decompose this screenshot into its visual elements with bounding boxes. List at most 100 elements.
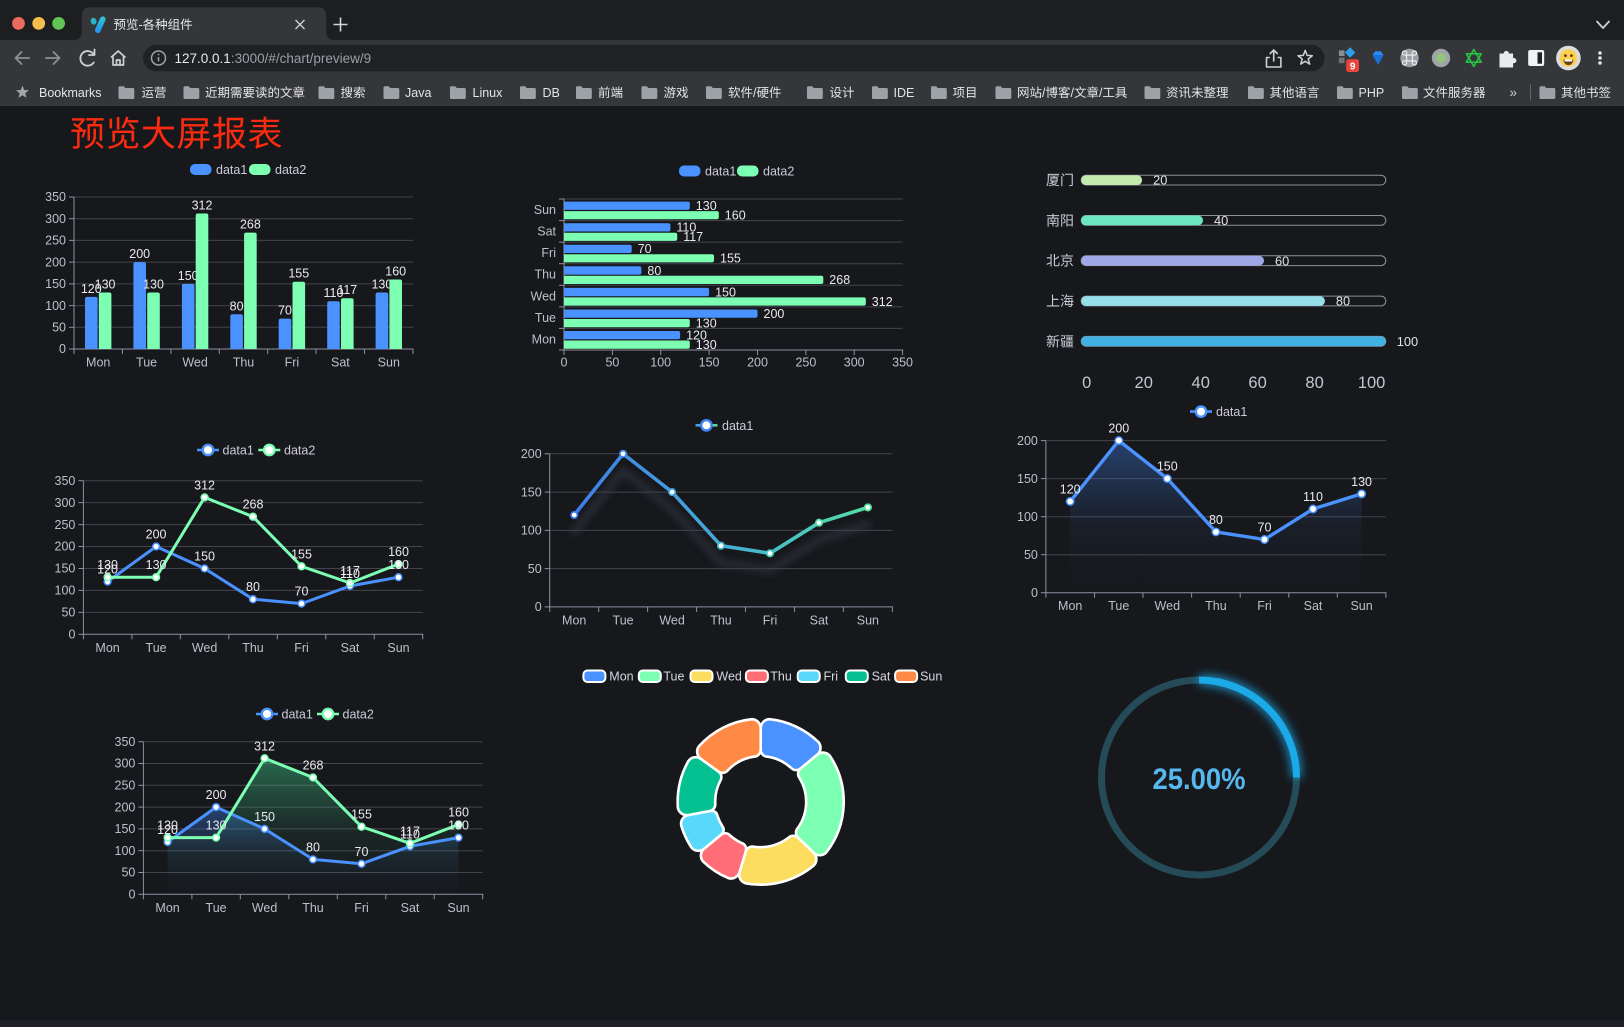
svg-text:155: 155 (291, 547, 312, 561)
svg-text:250: 250 (45, 234, 66, 248)
svg-text:0: 0 (561, 356, 568, 370)
svg-text:Sun: Sun (378, 356, 400, 370)
svg-text:Tue: Tue (613, 613, 634, 627)
svg-text:155: 155 (720, 252, 741, 266)
svg-text:PHP: PHP (1359, 86, 1385, 100)
svg-text:Wed: Wed (531, 289, 557, 303)
svg-text:Thu: Thu (1205, 599, 1227, 613)
svg-text:160: 160 (448, 806, 469, 820)
svg-text:70: 70 (1258, 521, 1272, 535)
svg-text:Mon: Mon (95, 641, 119, 655)
svg-text:data2: data2 (275, 163, 306, 177)
svg-text:350: 350 (892, 356, 913, 370)
svg-text:268: 268 (240, 218, 261, 232)
svg-text:117: 117 (340, 564, 360, 578)
svg-text:80: 80 (230, 299, 244, 313)
svg-text:268: 268 (243, 498, 264, 512)
svg-text:Sat: Sat (341, 641, 360, 655)
svg-text:Wed: Wed (659, 613, 685, 627)
svg-text:160: 160 (385, 265, 406, 279)
svg-text:北京: 北京 (1046, 253, 1074, 269)
svg-text:312: 312 (254, 739, 275, 753)
svg-text:50: 50 (528, 562, 542, 576)
svg-text:130: 130 (95, 278, 116, 292)
svg-text:120: 120 (1060, 482, 1081, 496)
svg-text:Wed: Wed (182, 356, 208, 370)
svg-text:300: 300 (55, 496, 76, 510)
svg-text:130: 130 (696, 338, 717, 352)
svg-text:设计: 设计 (830, 86, 855, 100)
svg-text:70: 70 (278, 304, 292, 318)
svg-text:150: 150 (715, 285, 736, 299)
svg-text:软件/硬件: 软件/硬件 (728, 86, 781, 100)
svg-text:200: 200 (521, 447, 542, 461)
svg-text:Tue: Tue (1108, 599, 1129, 613)
svg-text:Fri: Fri (285, 356, 300, 370)
svg-text:200: 200 (764, 307, 785, 321)
svg-text:150: 150 (55, 562, 76, 576)
svg-text:200: 200 (55, 540, 76, 554)
svg-text:100: 100 (1017, 510, 1038, 524)
svg-text:160: 160 (388, 545, 409, 559)
svg-text:350: 350 (55, 474, 76, 488)
svg-text:130: 130 (371, 278, 392, 292)
svg-text:新疆: 新疆 (1046, 333, 1074, 349)
svg-text:Bookmarks: Bookmarks (39, 86, 102, 100)
svg-text:预览大屏报表: 预览大屏报表 (70, 115, 283, 154)
svg-text:80: 80 (246, 580, 260, 594)
svg-text:160: 160 (725, 209, 746, 223)
svg-text:0: 0 (1031, 586, 1038, 600)
svg-text:312: 312 (192, 199, 213, 213)
svg-text:Sun: Sun (387, 641, 409, 655)
svg-text:25.00%: 25.00% (1153, 763, 1246, 796)
svg-text:0: 0 (59, 342, 66, 356)
svg-text:120: 120 (157, 823, 178, 837)
svg-text:data1: data1 (1216, 405, 1247, 419)
svg-text:130: 130 (157, 819, 178, 833)
svg-text:312: 312 (872, 295, 893, 309)
svg-text:200: 200 (129, 247, 150, 261)
svg-text:网站/博客/文章/工具: 网站/博客/文章/工具 (1017, 86, 1128, 100)
svg-text:Sun: Sun (534, 203, 556, 217)
svg-text:Tue: Tue (663, 670, 684, 684)
svg-text:100: 100 (650, 356, 671, 370)
svg-text:前端: 前端 (598, 86, 623, 100)
svg-text:200: 200 (146, 528, 167, 542)
svg-text:预览-各种组件: 预览-各种组件 (114, 18, 193, 32)
svg-text:250: 250 (795, 356, 816, 370)
svg-text:Tue: Tue (535, 311, 556, 325)
svg-text:150: 150 (1157, 460, 1178, 474)
svg-text:268: 268 (303, 759, 324, 773)
svg-text:100: 100 (45, 299, 66, 313)
svg-text:20: 20 (1153, 173, 1167, 188)
svg-text:60: 60 (1275, 253, 1289, 268)
svg-text:200: 200 (45, 255, 66, 269)
svg-text:130: 130 (146, 558, 167, 572)
svg-text:110: 110 (340, 567, 360, 581)
svg-text:70: 70 (295, 585, 309, 599)
svg-text:130: 130 (388, 558, 409, 572)
svg-text:200: 200 (115, 800, 136, 814)
svg-text:data2: data2 (284, 444, 315, 458)
svg-text:»: » (1510, 85, 1518, 100)
svg-text:150: 150 (178, 269, 199, 283)
svg-text:0: 0 (68, 628, 75, 642)
svg-text:100: 100 (1358, 374, 1386, 392)
svg-text:350: 350 (115, 735, 136, 749)
svg-text:Sat: Sat (331, 356, 350, 370)
svg-text:200: 200 (206, 788, 227, 802)
svg-text:120: 120 (97, 563, 118, 577)
svg-text:data1: data1 (223, 444, 254, 458)
svg-text:Thu: Thu (770, 670, 792, 684)
svg-text:资讯未整理: 资讯未整理 (1166, 86, 1229, 100)
svg-text:Thu: Thu (233, 356, 255, 370)
svg-text:0: 0 (535, 600, 542, 614)
svg-text:130: 130 (696, 199, 717, 213)
svg-text:200: 200 (1017, 434, 1038, 448)
svg-text:Fri: Fri (541, 246, 556, 260)
svg-text:Thu: Thu (242, 641, 264, 655)
svg-text:130: 130 (448, 819, 469, 833)
svg-text:155: 155 (288, 267, 309, 281)
svg-text:50: 50 (52, 321, 66, 335)
svg-text:110: 110 (400, 827, 420, 841)
